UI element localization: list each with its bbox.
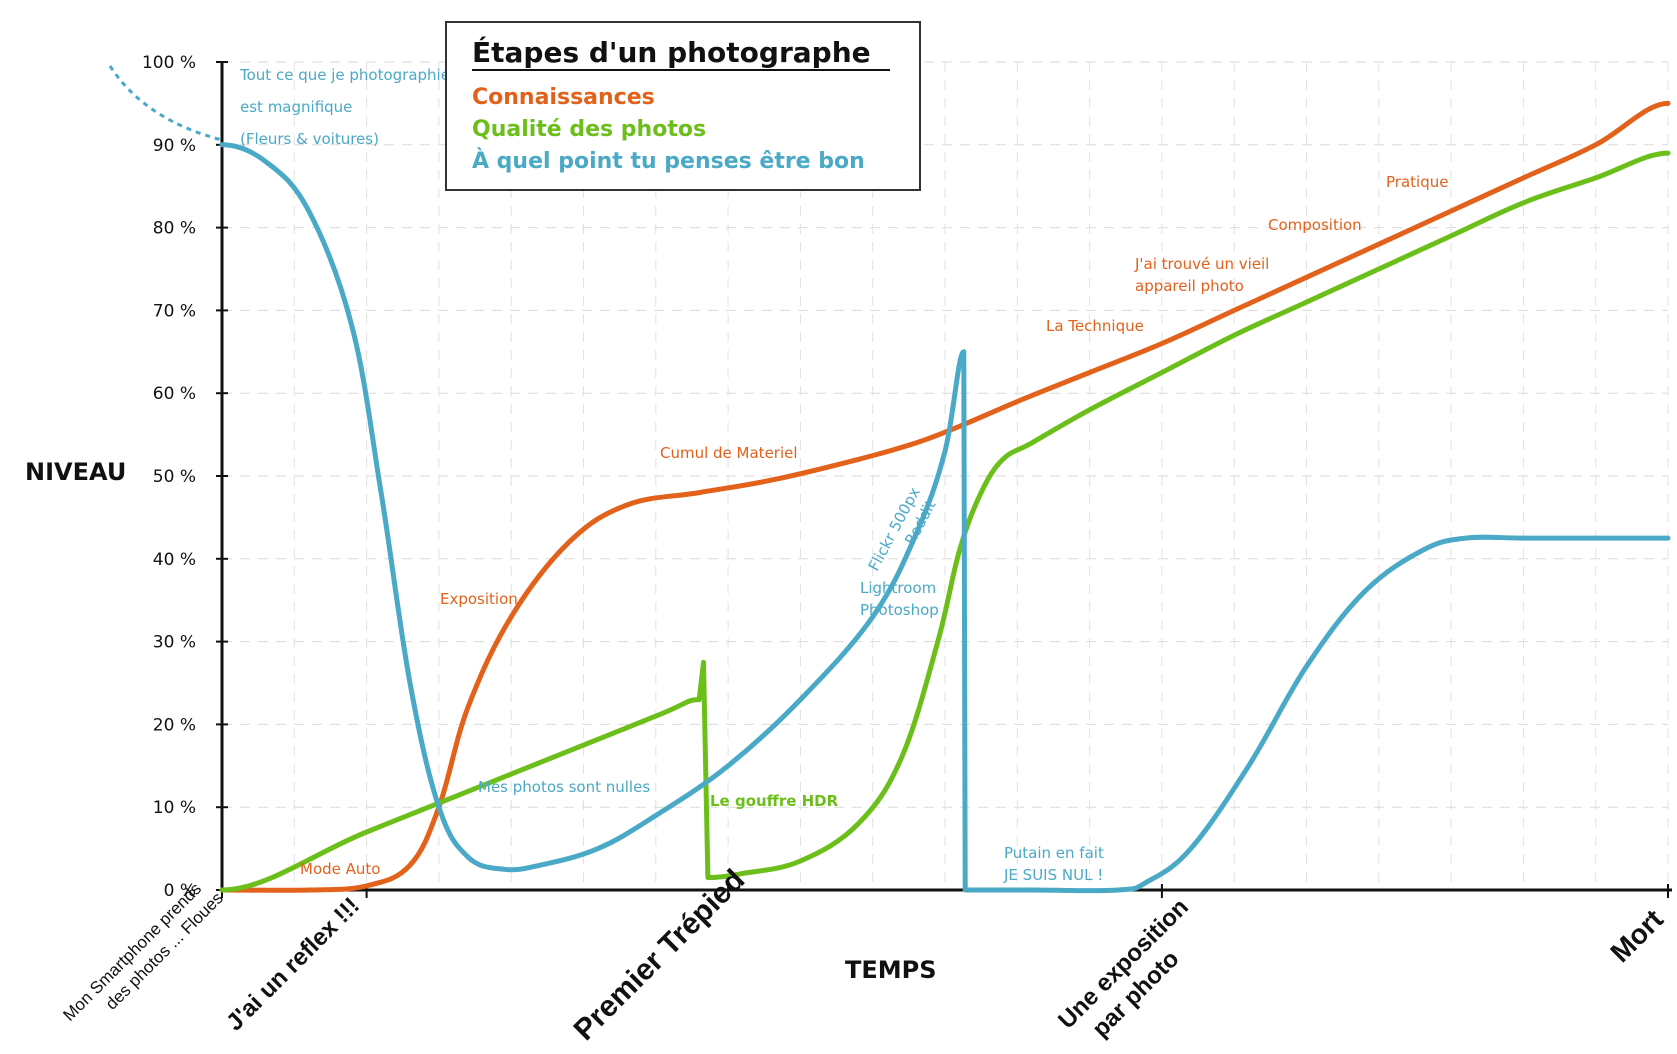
annotation-exposition: Exposition — [440, 590, 518, 608]
legend-item-pense-bon: À quel point tu penses être bon — [472, 148, 865, 174]
y-tick-label: 70 % — [153, 301, 196, 321]
annotation-gouffre-hdr: Le gouffre HDR — [710, 792, 839, 810]
legend-box — [445, 21, 921, 191]
annotation-photos-nulles: Mes photos sont nulles — [478, 778, 650, 796]
y-tick-label: 0 % — [164, 881, 196, 901]
category-label-0-line1: Mon Smartphone prends — [59, 879, 205, 1025]
annotation-nul-line2: JE SUIS NUL ! — [1003, 866, 1103, 884]
annotation-lightroom-line1: Lightroom — [860, 579, 936, 597]
legend-title: Étapes d'un photographe — [472, 35, 871, 69]
start-dotted-label: Tout ce que je photographie est magnifiq… — [239, 66, 450, 148]
y-tick-label: 10 % — [153, 798, 196, 818]
annotation-vieil-line2: appareil photo — [1135, 277, 1244, 295]
legend-item-qualite: Qualité des photos — [472, 117, 706, 142]
annotation-composition: Composition — [1268, 216, 1362, 234]
category-label-4: Mort — [1604, 903, 1669, 968]
y-tick-label: 90 % — [153, 136, 196, 156]
start-label-line3: (Fleurs & voitures) — [240, 130, 379, 148]
start-label-line1: Tout ce que je photographie — [239, 66, 450, 84]
dotted-start-curve — [108, 65, 223, 142]
y-tick-label: 60 % — [153, 384, 196, 404]
annotation-nul-line1: Putain en fait — [1004, 844, 1104, 862]
grid-lines — [222, 61, 1669, 890]
category-label-1: J'ai un reflex !!! — [221, 892, 365, 1036]
series-line-2 — [219, 142, 1671, 894]
y-axis-title: NIVEAU — [25, 458, 126, 486]
y-tick-label: 100 % — [142, 53, 196, 73]
annotation-cumul: Cumul de Materiel — [660, 444, 798, 462]
category-label-3: Une exposition par photo — [1053, 894, 1194, 1043]
y-tick-label: 50 % — [153, 467, 196, 487]
y-ticks: 0 % 10 % 20 % 30 % 40 % 50 % 60 % 70 % 80 % 90 % 1… — [142, 53, 228, 901]
annotation-vieil-line1: J'ai trouvé un vieil — [1134, 255, 1269, 273]
start-label-line2: est magnifique — [240, 98, 352, 116]
annotation-mode-auto: Mode Auto — [300, 860, 380, 878]
annotation-pratique: Pratique — [1386, 173, 1448, 191]
category-label-0: Mon Smartphone prends des photos ... Flo… — [59, 879, 226, 1025]
legend-item-connaissances: Connaissances — [472, 85, 655, 110]
annotation-vieil-appareil: J'ai trouvé un vieil appareil photo — [1134, 255, 1269, 295]
annotation-lightroom-line2: Photoshop — [860, 601, 939, 619]
annotation-technique: La Technique — [1046, 317, 1144, 335]
series-group — [219, 100, 1671, 894]
legend: Étapes d'un photographe Connaissances Qu… — [445, 21, 921, 191]
annotation-lightroom: Lightroom Photoshop — [860, 579, 939, 619]
y-tick-label: 30 % — [153, 633, 196, 653]
x-ticks — [221, 884, 1669, 898]
y-tick-label: 20 % — [153, 715, 196, 735]
y-tick-label: 80 % — [153, 219, 196, 239]
annotation-je-suis-nul: Putain en fait JE SUIS NUL ! — [1003, 844, 1104, 884]
y-tick-label: 40 % — [153, 550, 196, 570]
x-axis-title: TEMPS — [845, 956, 937, 984]
